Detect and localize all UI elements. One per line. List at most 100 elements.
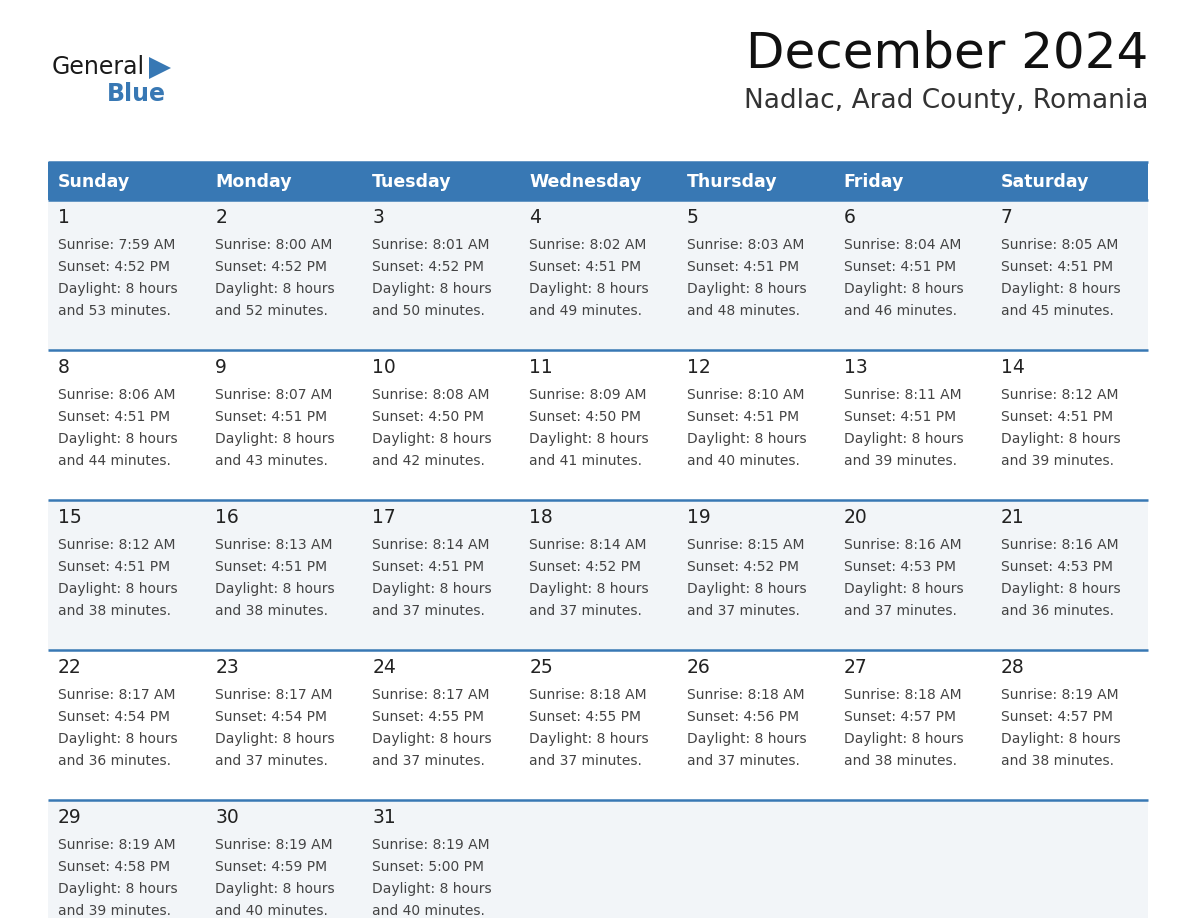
Text: Sunrise: 8:05 AM: Sunrise: 8:05 AM [1000,238,1118,252]
Text: and 44 minutes.: and 44 minutes. [58,454,171,468]
Text: Daylight: 8 hours: Daylight: 8 hours [1000,732,1120,746]
Text: Sunset: 4:51 PM: Sunset: 4:51 PM [530,260,642,274]
Text: December 2024: December 2024 [746,30,1148,78]
Text: and 37 minutes.: and 37 minutes. [687,604,800,618]
Text: Sunrise: 8:19 AM: Sunrise: 8:19 AM [58,838,176,852]
Text: 6: 6 [843,208,855,227]
Text: Sunrise: 8:04 AM: Sunrise: 8:04 AM [843,238,961,252]
Text: 23: 23 [215,658,239,677]
Text: 26: 26 [687,658,710,677]
Polygon shape [148,57,171,79]
Text: Sunset: 4:50 PM: Sunset: 4:50 PM [372,410,485,424]
Text: Daylight: 8 hours: Daylight: 8 hours [530,732,649,746]
Text: Sunrise: 8:01 AM: Sunrise: 8:01 AM [372,238,489,252]
Text: and 40 minutes.: and 40 minutes. [687,454,800,468]
Text: 8: 8 [58,358,70,377]
Text: 10: 10 [372,358,396,377]
Text: Sunset: 4:51 PM: Sunset: 4:51 PM [1000,410,1113,424]
Text: 12: 12 [687,358,710,377]
Text: Daylight: 8 hours: Daylight: 8 hours [372,732,492,746]
Text: Daylight: 8 hours: Daylight: 8 hours [58,432,178,446]
Text: Sunset: 4:51 PM: Sunset: 4:51 PM [1000,260,1113,274]
Bar [48,500,1148,650]
Text: Tuesday: Tuesday [372,173,451,191]
Text: Saturday: Saturday [1000,173,1089,191]
Text: Daylight: 8 hours: Daylight: 8 hours [687,582,807,596]
Text: and 38 minutes.: and 38 minutes. [215,604,328,618]
Text: General: General [52,55,145,79]
Text: Daylight: 8 hours: Daylight: 8 hours [1000,282,1120,296]
Text: Daylight: 8 hours: Daylight: 8 hours [1000,432,1120,446]
Text: Sunset: 4:52 PM: Sunset: 4:52 PM [372,260,485,274]
Text: Sunrise: 8:18 AM: Sunrise: 8:18 AM [843,688,961,702]
Text: Daylight: 8 hours: Daylight: 8 hours [843,432,963,446]
Text: Sunrise: 8:17 AM: Sunrise: 8:17 AM [58,688,176,702]
Text: and 37 minutes.: and 37 minutes. [843,604,956,618]
Text: Monday: Monday [215,173,292,191]
Text: and 39 minutes.: and 39 minutes. [843,454,956,468]
Text: Sunset: 4:51 PM: Sunset: 4:51 PM [215,560,327,574]
Text: and 38 minutes.: and 38 minutes. [1000,754,1114,768]
Text: Sunrise: 8:03 AM: Sunrise: 8:03 AM [687,238,804,252]
Text: and 40 minutes.: and 40 minutes. [215,904,328,918]
Text: Sunset: 4:54 PM: Sunset: 4:54 PM [215,710,327,724]
Text: Sunset: 4:51 PM: Sunset: 4:51 PM [843,410,956,424]
Text: Sunrise: 8:16 AM: Sunrise: 8:16 AM [1000,538,1118,552]
Text: Daylight: 8 hours: Daylight: 8 hours [372,582,492,596]
Text: Sunrise: 8:16 AM: Sunrise: 8:16 AM [843,538,961,552]
Text: Daylight: 8 hours: Daylight: 8 hours [215,282,335,296]
Text: and 38 minutes.: and 38 minutes. [58,604,171,618]
Text: Sunset: 4:59 PM: Sunset: 4:59 PM [215,860,327,874]
Text: 31: 31 [372,808,396,827]
Text: 2: 2 [215,208,227,227]
Text: and 39 minutes.: and 39 minutes. [1000,454,1114,468]
Text: Sunset: 4:53 PM: Sunset: 4:53 PM [1000,560,1113,574]
Text: Sunset: 4:52 PM: Sunset: 4:52 PM [687,560,798,574]
Text: Sunset: 4:58 PM: Sunset: 4:58 PM [58,860,170,874]
Text: Sunset: 4:55 PM: Sunset: 4:55 PM [372,710,485,724]
Text: Sunset: 4:55 PM: Sunset: 4:55 PM [530,710,642,724]
Text: Sunset: 4:52 PM: Sunset: 4:52 PM [215,260,327,274]
Text: 15: 15 [58,508,82,527]
Text: Sunrise: 8:17 AM: Sunrise: 8:17 AM [372,688,489,702]
Text: and 43 minutes.: and 43 minutes. [215,454,328,468]
Text: and 50 minutes.: and 50 minutes. [372,304,485,318]
Text: and 41 minutes.: and 41 minutes. [530,454,643,468]
Text: Sunrise: 8:10 AM: Sunrise: 8:10 AM [687,388,804,402]
Text: Sunset: 4:52 PM: Sunset: 4:52 PM [58,260,170,274]
Text: 18: 18 [530,508,554,527]
Text: Sunset: 4:51 PM: Sunset: 4:51 PM [58,410,170,424]
Text: and 36 minutes.: and 36 minutes. [58,754,171,768]
Text: Sunset: 4:51 PM: Sunset: 4:51 PM [58,560,170,574]
Text: Daylight: 8 hours: Daylight: 8 hours [843,282,963,296]
Text: Sunrise: 8:06 AM: Sunrise: 8:06 AM [58,388,176,402]
Text: Sunrise: 8:14 AM: Sunrise: 8:14 AM [372,538,489,552]
Text: Daylight: 8 hours: Daylight: 8 hours [215,582,335,596]
Text: and 37 minutes.: and 37 minutes. [687,754,800,768]
Text: Sunrise: 8:15 AM: Sunrise: 8:15 AM [687,538,804,552]
Text: and 37 minutes.: and 37 minutes. [530,604,643,618]
Text: Sunset: 4:53 PM: Sunset: 4:53 PM [843,560,955,574]
Text: Friday: Friday [843,173,904,191]
Text: Sunrise: 8:12 AM: Sunrise: 8:12 AM [1000,388,1118,402]
Text: Daylight: 8 hours: Daylight: 8 hours [530,582,649,596]
Text: Daylight: 8 hours: Daylight: 8 hours [215,882,335,896]
Text: 16: 16 [215,508,239,527]
Text: Daylight: 8 hours: Daylight: 8 hours [843,582,963,596]
Text: 7: 7 [1000,208,1012,227]
Text: Daylight: 8 hours: Daylight: 8 hours [215,732,335,746]
Bar [48,650,1148,800]
Text: Nadlac, Arad County, Romania: Nadlac, Arad County, Romania [744,88,1148,114]
Text: Sunset: 4:57 PM: Sunset: 4:57 PM [1000,710,1113,724]
Text: Sunset: 4:50 PM: Sunset: 4:50 PM [530,410,642,424]
Text: and 39 minutes.: and 39 minutes. [58,904,171,918]
Text: 30: 30 [215,808,239,827]
Text: 9: 9 [215,358,227,377]
Text: 14: 14 [1000,358,1025,377]
Text: 19: 19 [687,508,710,527]
Text: 28: 28 [1000,658,1024,677]
Text: Sunday: Sunday [58,173,131,191]
Text: 22: 22 [58,658,82,677]
Text: and 37 minutes.: and 37 minutes. [372,754,485,768]
Text: Daylight: 8 hours: Daylight: 8 hours [58,282,178,296]
